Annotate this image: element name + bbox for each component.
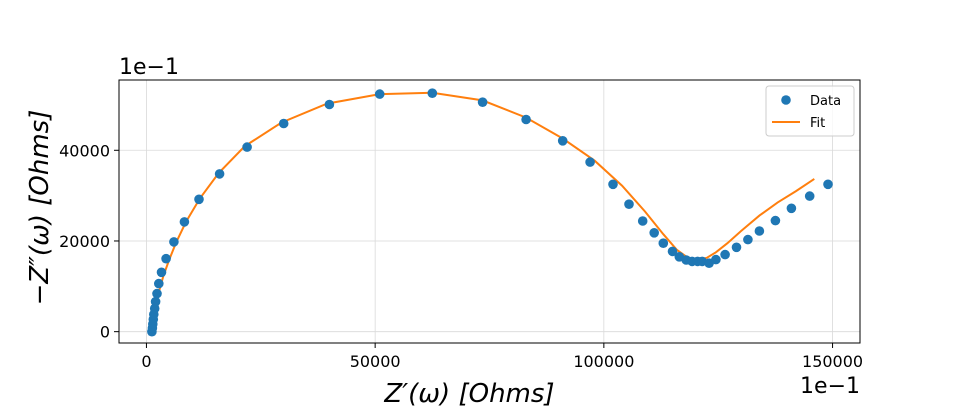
plot-area-frame (118, 79, 861, 344)
data-point (557, 136, 568, 146)
y-tick-label: 20000 (59, 232, 110, 251)
data-point (585, 157, 595, 167)
data-point (823, 179, 833, 190)
data-point (477, 97, 488, 107)
x-axis-label: Z′(ω) [Ohms] (383, 379, 554, 409)
data-point (521, 114, 531, 125)
data-point (754, 226, 765, 236)
data-point (804, 191, 815, 201)
data-point (731, 242, 742, 253)
data-point (786, 203, 797, 214)
y-tick-label: 0 (100, 323, 110, 342)
data-point (608, 179, 618, 190)
data-point (711, 254, 721, 265)
data-point (649, 228, 659, 238)
legend-data-label: Data (810, 94, 841, 109)
data-point (179, 217, 190, 227)
x-axis-offset-label: 1e−1 (800, 374, 860, 399)
x-tick-label: 150000 (802, 352, 863, 371)
data-point (658, 238, 669, 248)
data-point (278, 118, 289, 129)
data-point (150, 296, 161, 307)
data-point (374, 89, 385, 99)
fit-line (150, 91, 815, 332)
data-point (161, 253, 171, 264)
x-tick-label: 50000 (350, 352, 401, 371)
legend: Data Fit (765, 85, 855, 137)
data-point (667, 246, 678, 257)
data-point (427, 88, 438, 98)
gridlines (119, 80, 860, 343)
x-tick-label: 100000 (573, 352, 634, 371)
data-point (214, 169, 225, 179)
y-axis-label: −Z″(ω) [Ohms] (25, 110, 55, 306)
axis-ticks: 0 50000 100000 150000 0 20000 40000 (59, 141, 863, 371)
data-point (770, 215, 781, 226)
data-point (169, 237, 179, 247)
fit-series (150, 91, 815, 332)
data-point (720, 249, 730, 260)
x-tick-label: 0 (141, 352, 151, 371)
y-axis-offset-label: 1e−1 (119, 55, 179, 80)
data-point (154, 278, 164, 289)
data-point (242, 142, 252, 152)
legend-data-marker (781, 95, 791, 105)
data-point (194, 194, 204, 205)
data-point (624, 199, 634, 209)
data-point (152, 288, 162, 299)
y-tick-label: 40000 (59, 141, 110, 160)
data-point (743, 234, 753, 245)
data-point (637, 216, 648, 226)
data-point (324, 99, 335, 110)
legend-fit-label: Fit (810, 116, 825, 131)
data-point (156, 267, 167, 278)
data-series (147, 88, 833, 337)
